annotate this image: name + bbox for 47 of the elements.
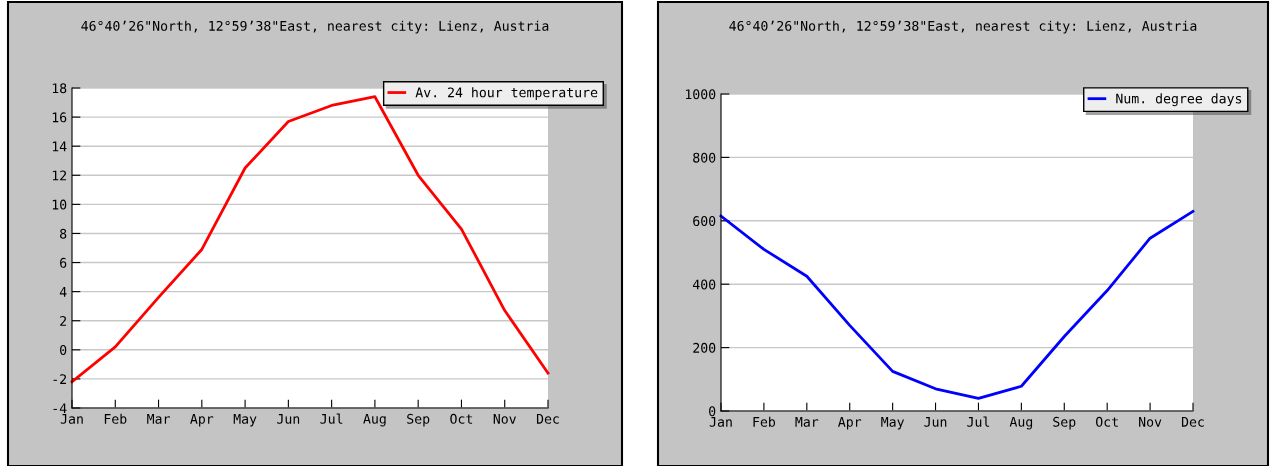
x-tick-label: Jul — [320, 413, 343, 424]
y-tick-label: -2 — [53, 374, 67, 384]
x-tick-label: Nov — [493, 414, 516, 424]
chart-title: 46°40’26"North, 12°59’38"East, nearest city: Lienz, Austria — [81, 20, 549, 34]
x-tick-label: Jul — [967, 416, 990, 427]
x-tick-label: Mar — [795, 417, 819, 427]
y-tick-label: 600 — [693, 216, 716, 227]
x-tick-label: Mar — [147, 414, 170, 424]
y-tick-label: 18 — [52, 83, 67, 94]
y-tick-label: -4 — [53, 403, 67, 414]
x-tick-label: Apr — [838, 417, 862, 430]
x-tick-label: Oct — [1096, 416, 1118, 427]
x-tick-label: Jun — [277, 414, 300, 424]
x-tick-label: Sep — [1053, 416, 1076, 430]
y-tick-label: 10 — [52, 199, 67, 210]
x-tick-label: May — [233, 414, 257, 427]
y-tick-label: 6 — [60, 257, 67, 268]
y-tick-label: 0 — [709, 406, 716, 417]
x-tick-label: Jan — [60, 414, 83, 424]
x-tick-label: Jan — [709, 417, 732, 427]
y-tick-label: 0 — [60, 345, 67, 356]
x-tick-label: May — [881, 417, 905, 430]
y-tick-label: 1000 — [685, 89, 716, 100]
line-series — [719, 209, 1195, 400]
y-tick-label: 8 — [60, 228, 67, 239]
x-tick-label: Feb — [753, 416, 776, 427]
legend-label: Num. degree days — [1116, 93, 1242, 107]
x-tick-label: Sep — [407, 413, 430, 427]
x-tick-label: Aug — [363, 413, 386, 427]
y-tick-label: 800 — [693, 152, 716, 163]
y-tick-label: 2 — [60, 315, 67, 326]
x-tick-label: Oct — [450, 413, 473, 424]
x-tick-label: Aug — [1009, 416, 1033, 430]
y-tick-label: 400 — [692, 279, 716, 290]
y-tick-label: 14 — [52, 141, 67, 152]
x-tick-label: Jun — [924, 417, 947, 427]
y-tick-label: 16 — [52, 112, 67, 123]
x-tick-label: Nov — [1139, 417, 1162, 427]
y-tick-label: 200 — [693, 342, 716, 353]
x-tick-label: Dec — [536, 414, 559, 424]
x-tick-label: Apr — [190, 414, 214, 427]
x-tick-label: Dec — [1181, 417, 1204, 427]
chart-title: 46°40’26"North, 12°59’38"East, nearest city: Lienz, Austria — [729, 20, 1197, 34]
y-tick-label: 12 — [52, 170, 67, 181]
y-tick-label: 4 — [59, 287, 67, 297]
legend-label: Av. 24 hour temperature — [415, 87, 598, 100]
x-tick-label: Feb — [104, 413, 127, 424]
